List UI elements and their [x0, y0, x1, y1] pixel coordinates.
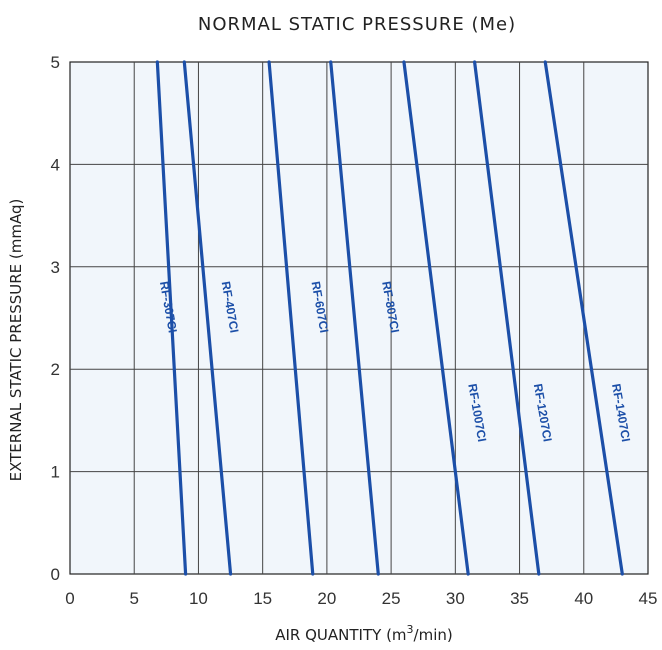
x-tick-label: 5: [129, 589, 138, 608]
grid-lines: [70, 62, 648, 574]
series-line: [543, 60, 624, 576]
series-line: [155, 60, 188, 576]
x-tick-label: 45: [639, 589, 658, 608]
x-tick-label: 35: [510, 589, 529, 608]
y-axis-label: EXTERNAL STATIC PRESSURE (mmAq): [7, 199, 25, 482]
x-axis-label: AIR QUANTITY (m3/min): [275, 623, 453, 644]
y-tick-label: 2: [51, 360, 60, 379]
x-tick-label: 25: [382, 589, 401, 608]
y-tick-label: 1: [51, 463, 60, 482]
series-line: [329, 60, 380, 576]
x-tick-label: 30: [446, 589, 465, 608]
x-tick-label: 40: [574, 589, 593, 608]
plot-area: [69, 61, 649, 575]
x-tick-label: 15: [253, 589, 272, 608]
y-tick-label: 0: [51, 565, 60, 584]
series-line: [267, 60, 315, 576]
chart-title: NORMAL STATIC PRESSURE (Me): [198, 14, 516, 35]
y-tick-labels: 0 1 2 3 4 5: [51, 53, 60, 584]
series-lines: [155, 60, 624, 576]
x-tick-label: 10: [189, 589, 208, 608]
x-tick-labels: 0 5 10 15 20 25 30 35 40 45: [65, 589, 657, 608]
y-tick-label: 5: [51, 53, 60, 72]
y-tick-label: 3: [51, 258, 60, 277]
series-line: [182, 60, 233, 576]
x-tick-label: 0: [65, 589, 74, 608]
y-tick-label: 4: [51, 155, 60, 174]
x-tick-label: 20: [317, 589, 336, 608]
series-line: [402, 60, 470, 576]
series-line: [473, 60, 541, 576]
